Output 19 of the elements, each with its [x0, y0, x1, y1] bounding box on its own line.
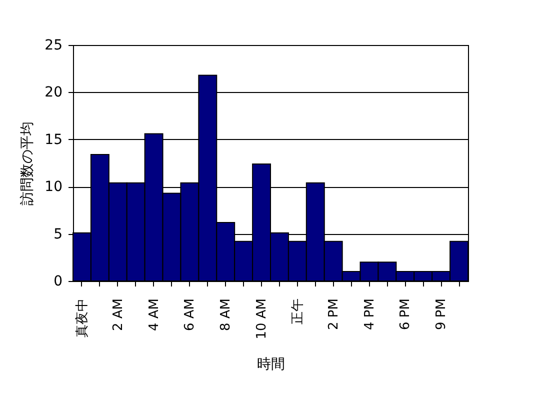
- x-tick-label: 10 AM: [254, 298, 270, 340]
- x-tick-label: 真夜中: [74, 298, 90, 338]
- x-tick-label: 正午: [290, 298, 306, 324]
- x-tick-label: 2 AM: [110, 298, 126, 332]
- x-tick-label: 6 AM: [182, 298, 198, 332]
- x-tick-label: 2 PM: [326, 298, 342, 330]
- x-tick-label: 9 PM: [434, 298, 450, 330]
- x-tick-label: 6 PM: [398, 298, 414, 330]
- y-axis-title: 訪問数の平均: [20, 122, 36, 206]
- y-tick-label: 10: [44, 179, 62, 196]
- x-tick-label: 8 AM: [218, 298, 234, 332]
- y-tick-label: 5: [54, 226, 62, 242]
- x-tick-label: 4 AM: [146, 298, 162, 332]
- y-tick-label: 20: [44, 84, 62, 101]
- y-tick-label: 0: [54, 274, 62, 290]
- x-tick-label: 4 PM: [362, 298, 378, 330]
- x-axis-title: 時間: [257, 356, 285, 372]
- y-tick-label: 15: [44, 132, 62, 148]
- y-tick-label: 25: [44, 38, 62, 54]
